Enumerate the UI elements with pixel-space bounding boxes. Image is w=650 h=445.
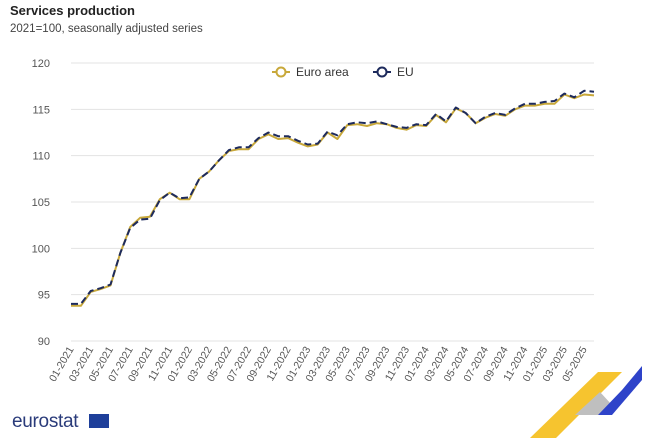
y-tick-label: 105 [32,197,50,209]
y-tick-label: 120 [32,58,50,70]
y-tick-label: 110 [32,151,50,163]
eurostat-logo: eurostat [12,411,79,432]
chart-title: Services production [10,3,135,18]
y-tick-label: 90 [38,336,50,348]
y-tick-label: 100 [32,243,50,255]
legend-marker-icon [376,66,388,78]
series-line-eu [71,89,595,305]
decor-stripe-blue [598,366,642,415]
legend-label: Euro area [296,65,349,79]
decor-stripe-yellow [530,372,622,438]
eu-flag-icon [89,414,109,428]
series-line-euro-area [71,93,595,307]
legend-marker-icon [275,66,287,78]
decor-stripe-grey [575,392,612,415]
legend-label: EU [397,65,414,79]
y-tick-label: 95 [38,290,50,302]
y-tick-label: 115 [32,104,50,116]
chart-subtitle: 2021=100, seasonally adjusted series [10,23,203,35]
